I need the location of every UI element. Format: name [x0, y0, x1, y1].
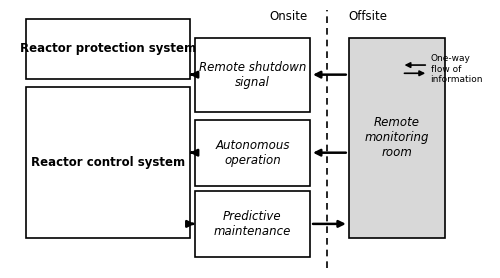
- Text: Onsite: Onsite: [270, 10, 308, 23]
- Text: Offsite: Offsite: [348, 10, 388, 23]
- Text: Remote shutdown
signal: Remote shutdown signal: [198, 61, 306, 89]
- FancyBboxPatch shape: [194, 120, 310, 185]
- FancyBboxPatch shape: [26, 87, 190, 238]
- FancyBboxPatch shape: [26, 19, 190, 79]
- FancyBboxPatch shape: [194, 191, 310, 257]
- Text: Remote
monitoring
room: Remote monitoring room: [364, 116, 429, 159]
- FancyBboxPatch shape: [348, 38, 445, 238]
- Text: Autonomous
operation: Autonomous operation: [215, 139, 290, 167]
- Text: Predictive
maintenance: Predictive maintenance: [214, 210, 291, 238]
- Text: Reactor control system: Reactor control system: [31, 156, 185, 169]
- Text: One-way
flow of
information: One-way flow of information: [430, 54, 483, 84]
- Text: Reactor protection system: Reactor protection system: [20, 42, 196, 55]
- FancyBboxPatch shape: [194, 38, 310, 111]
